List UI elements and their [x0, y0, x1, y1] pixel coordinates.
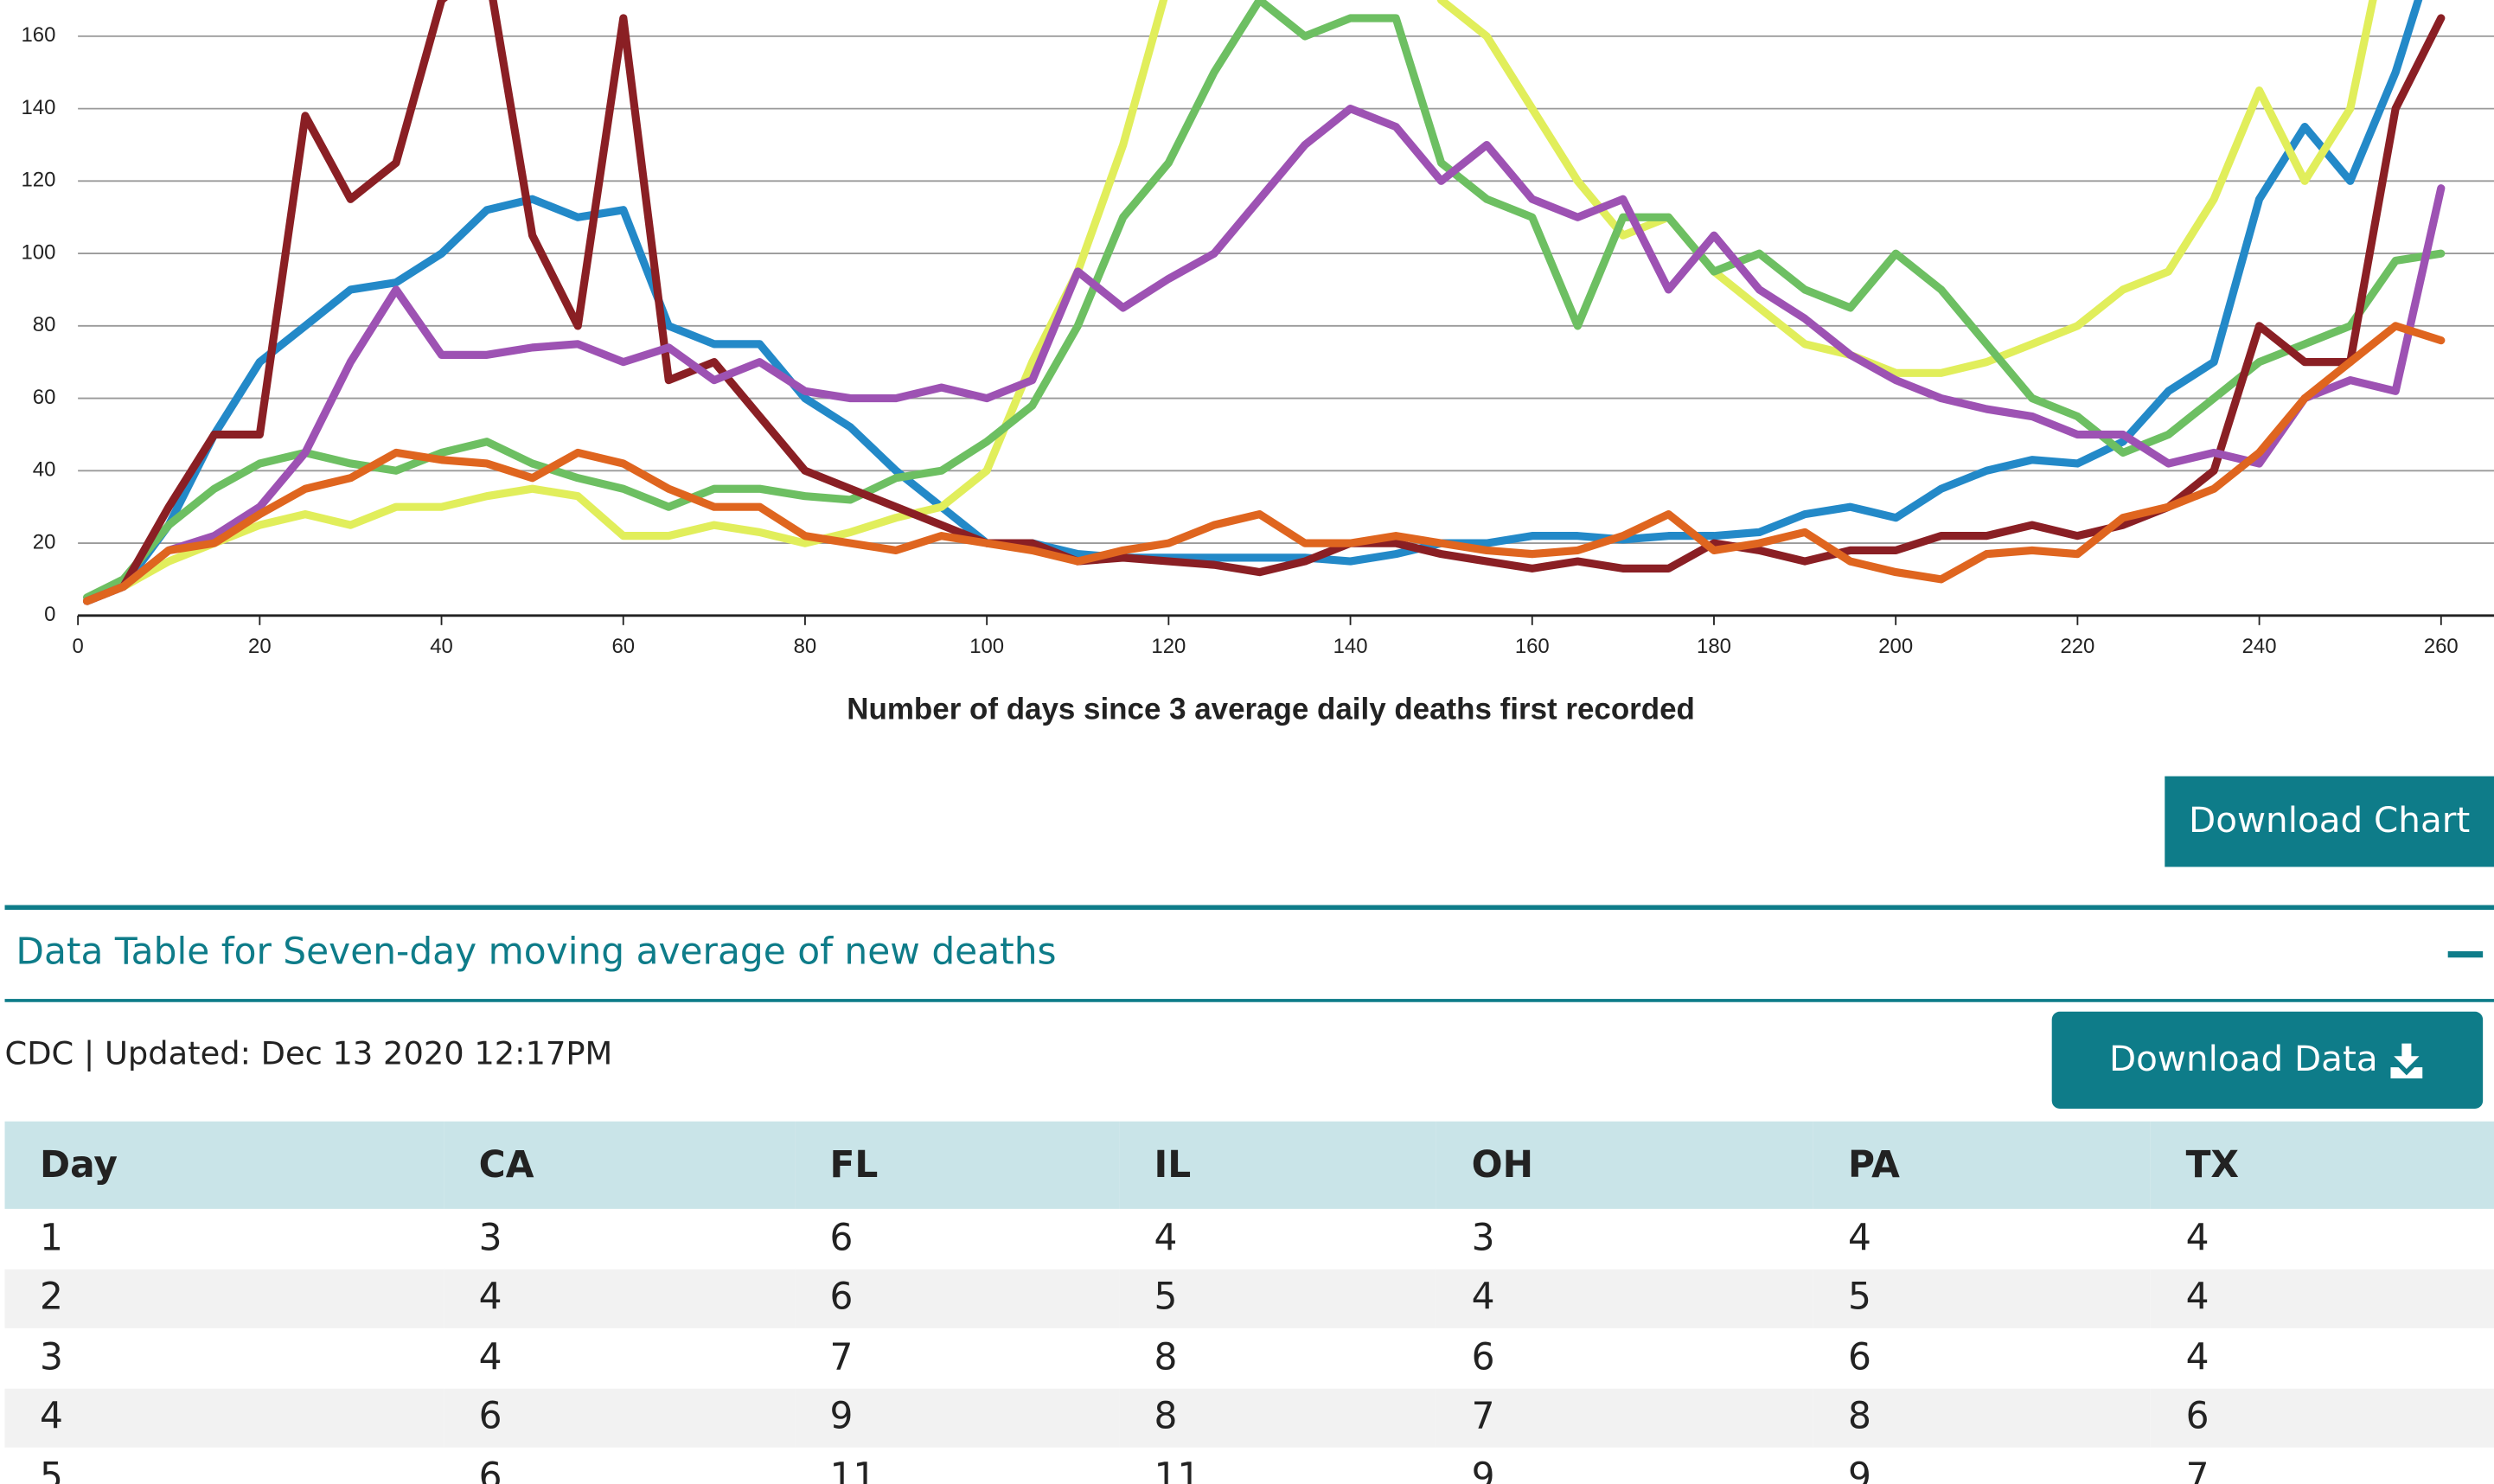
table-cell: 9: [1471, 1456, 1495, 1484]
column-header: Day: [4, 1121, 444, 1209]
download-icon: [2390, 1042, 2423, 1078]
y-tick-label: 40: [33, 458, 56, 482]
x-tick-label: 140: [1333, 635, 1368, 658]
table-cell: 11: [829, 1456, 877, 1484]
grid: [78, 35, 2494, 617]
x-tick-label: 20: [248, 635, 272, 658]
table-cell: 6: [1471, 1337, 1495, 1379]
table-cell: 6: [1848, 1337, 1871, 1379]
table-cell: 8: [1813, 1387, 2152, 1448]
table-cell: 5: [39, 1456, 63, 1484]
table-cell: 7: [829, 1337, 854, 1379]
series-line: [83, 322, 2446, 605]
y-tick-label: 140: [21, 96, 55, 119]
column-header: IL: [1119, 1121, 1437, 1209]
table-cell: 3: [1471, 1218, 1495, 1260]
lines: [83, 0, 2446, 605]
table-cell: 1: [39, 1218, 63, 1260]
y-tick-label: 0: [44, 603, 55, 626]
column-header: CA: [444, 1121, 796, 1209]
column-header: FL: [795, 1121, 1120, 1209]
y-tick-label: 160: [21, 23, 55, 47]
column-header: OH: [1436, 1121, 1813, 1209]
download-data-button[interactable]: Download Data: [2051, 1011, 2484, 1109]
y-tick-label: 80: [33, 313, 56, 336]
table-cell: 4: [1154, 1218, 1178, 1260]
x-tick-label: 260: [2424, 635, 2459, 658]
collapse-icon[interactable]: [2447, 950, 2484, 958]
table-cell: 6: [829, 1218, 854, 1260]
table-cell: 4: [478, 1337, 502, 1379]
table-cell: 6: [2151, 1387, 2494, 1448]
button-label: Download Data: [2108, 1039, 2378, 1080]
y-tick-label: 120: [21, 169, 55, 192]
y-tick-label: 100: [21, 240, 55, 264]
updated-text: CDC | Updated: Dec 13 2020 12:17PM: [4, 1033, 613, 1072]
table-cell: 9: [795, 1387, 1120, 1448]
table-cell: 6: [478, 1456, 502, 1484]
table-cell: 7: [1436, 1387, 1813, 1448]
series-line: [83, 105, 2446, 605]
x-tick-label: 120: [1151, 635, 1186, 658]
table-header: Day CA FL IL OH PA TX: [4, 1121, 2494, 1209]
download-chart-button[interactable]: Download Chart: [2165, 776, 2494, 867]
column-header: TX: [2151, 1121, 2494, 1209]
x-tick-label: 240: [2242, 635, 2277, 658]
x-tick-label: 200: [1878, 635, 1913, 658]
table-cell: 4: [1436, 1268, 1813, 1328]
table-cell: 5: [1813, 1268, 2152, 1328]
series-line: [83, 0, 2446, 602]
column-header: PA: [1813, 1121, 2152, 1209]
divider: [4, 905, 2494, 911]
table-cell: 4: [2185, 1218, 2209, 1260]
x-tick-label: 60: [611, 635, 635, 658]
y-tick-label: 60: [33, 386, 56, 409]
x-tick-label: 80: [794, 635, 817, 658]
table-cell: 4: [2185, 1337, 2209, 1379]
table-cell: 3: [478, 1218, 502, 1260]
table-cell: 6: [795, 1268, 1120, 1328]
table-row: 1 3 6 4 3 4 4: [5, 1209, 2494, 1269]
table-cell: 7: [2185, 1456, 2209, 1484]
table-cell: 3: [39, 1337, 63, 1379]
table-cell: 4: [1848, 1218, 1871, 1260]
x-tick-label: 0: [72, 635, 83, 658]
series-line: [83, 0, 2377, 605]
table-row: 5 6 11 11 9 9 7: [5, 1448, 2494, 1484]
divider: [4, 999, 2494, 1002]
table-cell: 4: [444, 1268, 796, 1328]
series-line: [83, 0, 2423, 605]
chart: Number of days since 3 average daily dea…: [21, 0, 2494, 726]
x-tick-label: 220: [2060, 635, 2094, 658]
table-cell: 4: [2151, 1268, 2494, 1328]
y-tick-label: 20: [33, 530, 56, 553]
x-tick-label: 100: [969, 635, 1004, 658]
x-tick-label: 160: [1515, 635, 1550, 658]
table-row: 3 4 7 8 6 6 4: [5, 1328, 2494, 1388]
table-cell: 11: [1154, 1456, 1201, 1484]
table-cell: 6: [444, 1387, 796, 1448]
series-line: [83, 0, 2446, 605]
x-tick-label: 40: [430, 635, 453, 658]
table-cell: 5: [1119, 1268, 1437, 1328]
table-cell: 8: [1154, 1337, 1178, 1379]
table-cell: 4: [4, 1387, 444, 1448]
table-cell: 2: [4, 1268, 444, 1328]
table-body: 1 3 6 4 3 4 4 2 4 6 5 4 5 4 3 4 7 8 6 6 4 4 6 9 8 7 8 6 5 6 11 11 9 9 7: [4, 1209, 2494, 1484]
x-tick-label: 180: [1697, 635, 1731, 658]
x-axis-title: Number of days since 3 average daily dea…: [847, 692, 1695, 726]
table-cell: 8: [1119, 1387, 1437, 1448]
data-table-title[interactable]: Data Table for Seven-day moving average …: [16, 931, 1057, 974]
table-cell: 9: [1848, 1456, 1871, 1484]
